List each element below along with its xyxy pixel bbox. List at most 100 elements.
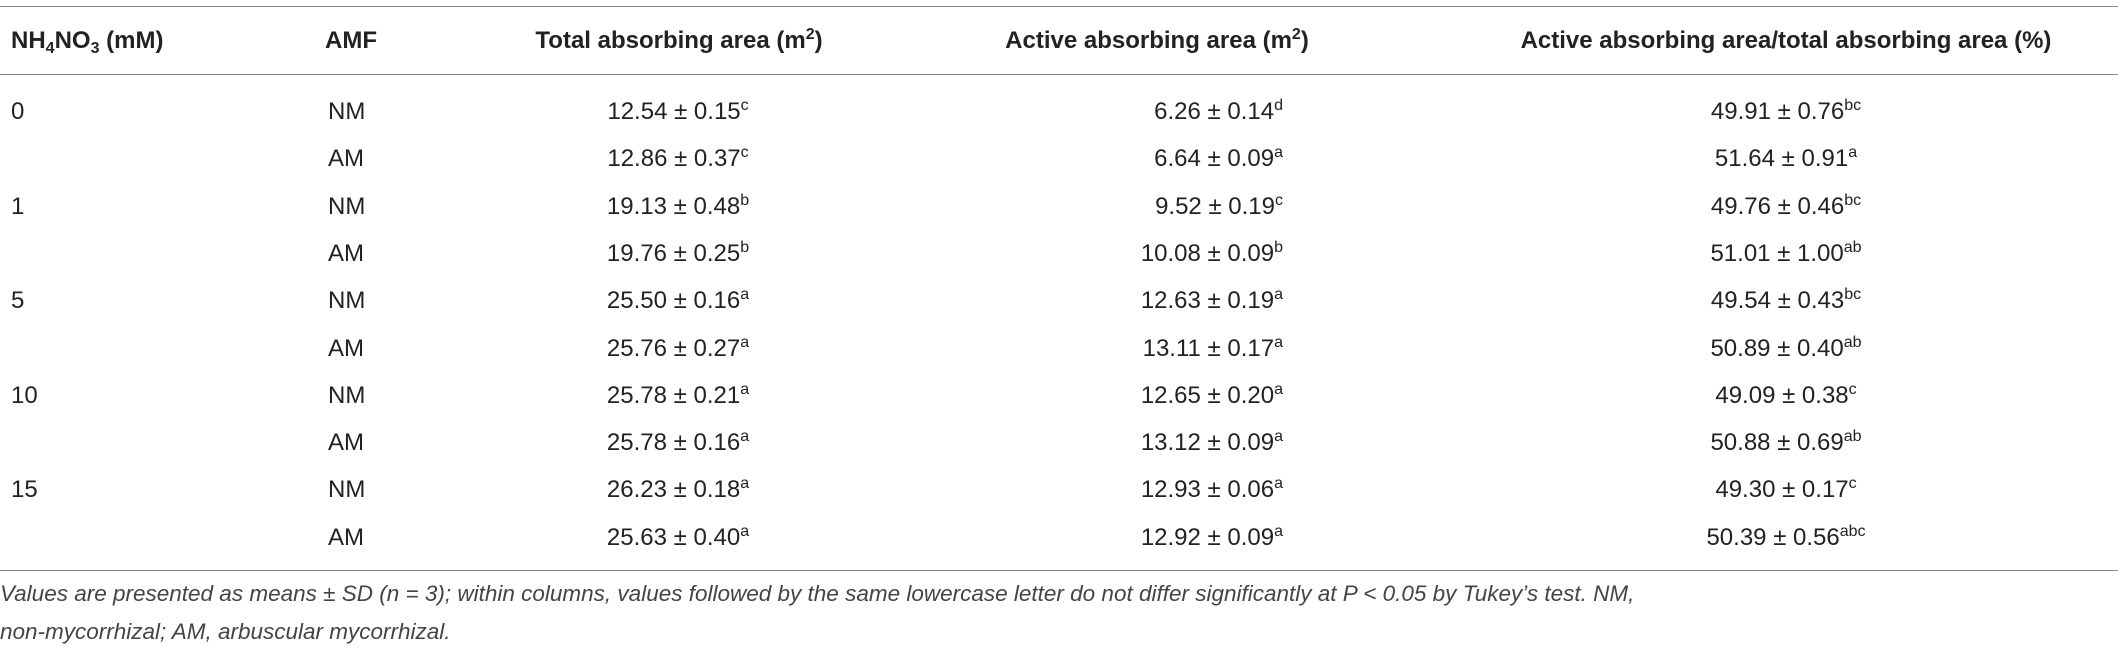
cell-letter: b [740, 191, 750, 209]
cell-letter: c [740, 97, 749, 114]
header-text: NO [54, 27, 91, 54]
cell-value: 12.93 ± 0.06 [1140, 476, 1275, 504]
cell-letter: ab [1843, 333, 1862, 351]
cell-value: 51.01 ± 1.00 [1710, 239, 1844, 267]
cell: 49.91 ± 0.76bc [1711, 97, 1861, 127]
column-header: Total absorbing area (m2) [535, 26, 822, 56]
cell: 10.08 ± 0.09b [1141, 239, 1283, 269]
cell-value: 51.64 ± 0.91 [1714, 145, 1849, 173]
column-header: NH4NO3 (mM) [11, 26, 164, 57]
cell: 12.63 ± 0.19a [1141, 286, 1283, 316]
cell: 12.86 ± 0.37c [607, 144, 748, 174]
amf: AM [328, 239, 364, 267]
bottom-rule [0, 570, 2118, 571]
cell-value: 6.64 ± 0.09 [1154, 145, 1275, 173]
cell-letter: a [1274, 522, 1283, 540]
cell: 25.63 ± 0.40a [607, 523, 749, 553]
cell: 19.76 ± 0.25b [607, 239, 749, 269]
cell-letter: c [740, 144, 749, 162]
cell: 50.89 ± 0.40ab [1710, 334, 1861, 364]
cell-value: 6.26 ± 0.14 [1154, 98, 1275, 125]
column-header: AMF [325, 26, 377, 56]
amf: NM [328, 381, 366, 409]
cell: 51.64 ± 0.91a [1715, 144, 1857, 174]
cell-value: 12.54 ± 0.15 [607, 98, 741, 125]
cell-letter: a [740, 286, 750, 304]
cell: 12.93 ± 0.06a [1141, 475, 1283, 505]
cell-value: 19.13 ± 0.48 [606, 192, 741, 220]
cell-letter: a [740, 380, 750, 398]
header-text: (mM) [99, 27, 164, 54]
footnote: non-mycorrhizal; AM, arbuscular mycorrhi… [0, 619, 451, 644]
cell: 49.54 ± 0.43bc [1711, 286, 1861, 316]
cell: 26.23 ± 0.18a [607, 475, 749, 505]
header-text: AMF [325, 27, 377, 54]
cell-value: 25.78 ± 0.21 [606, 381, 741, 409]
cell-value: 12.92 ± 0.09 [1140, 523, 1275, 551]
cell-letter: a [1274, 286, 1283, 304]
header-text: 3 [90, 40, 100, 57]
header-text: Total absorbing area (m [535, 27, 806, 54]
header-text: Active absorbing area (m [1005, 27, 1292, 54]
cell-letter: a [740, 333, 750, 351]
cell: 13.12 ± 0.09a [1141, 428, 1283, 458]
cell: 9.52 ± 0.19c [1155, 192, 1283, 222]
cell-letter: a [1274, 428, 1283, 446]
cell: 49.30 ± 0.17c [1715, 475, 1856, 505]
amf: AM [328, 145, 364, 173]
amf: NM [328, 98, 366, 125]
header-text: ) [1300, 27, 1309, 54]
header-text: Active absorbing area/total absorbing ar… [1520, 27, 2052, 54]
cell: 12.92 ± 0.09a [1141, 523, 1283, 553]
cell-letter: abc [1839, 522, 1866, 540]
cell-letter: bc [1844, 97, 1862, 114]
amf: AM [328, 429, 364, 457]
cell-value: 26.23 ± 0.18 [606, 476, 741, 504]
cell-value: 49.09 ± 0.38 [1715, 381, 1849, 409]
cell-value: 9.52 ± 0.19 [1155, 192, 1275, 220]
cell: 12.54 ± 0.15c [607, 97, 748, 127]
cell: 25.78 ± 0.21a [607, 381, 749, 411]
cell-value: 49.30 ± 0.17 [1715, 476, 1849, 504]
level: 10 [11, 381, 38, 409]
cell-letter: ab [1843, 428, 1862, 446]
cell: 6.64 ± 0.09a [1154, 144, 1283, 174]
cell: 6.26 ± 0.14d [1154, 97, 1283, 127]
header-text: NH [11, 27, 46, 54]
cell: 25.76 ± 0.27a [607, 334, 749, 364]
cell-letter: a [1848, 144, 1858, 162]
cell-letter: a [740, 522, 750, 540]
amf: AM [328, 523, 364, 551]
cell-letter: a [1274, 144, 1283, 162]
amf: AM [328, 334, 364, 362]
cell-letter: ab [1843, 238, 1862, 256]
column-header: Active absorbing area (m2) [1005, 26, 1309, 56]
cell-letter: a [740, 428, 750, 446]
cell-value: 12.86 ± 0.37 [607, 145, 741, 173]
top-rule [0, 6, 2118, 7]
header-text: ) [814, 27, 823, 54]
cell-letter: b [1274, 238, 1283, 256]
cell-letter: c [1275, 191, 1283, 209]
cell: 25.50 ± 0.16a [607, 286, 749, 316]
cell-value: 10.08 ± 0.09 [1140, 239, 1275, 267]
cell-value: 12.65 ± 0.20 [1140, 381, 1275, 409]
cell-letter: c [1848, 475, 1857, 493]
cell-letter: a [740, 475, 750, 493]
cell: 13.11 ± 0.17a [1143, 334, 1283, 364]
cell-value: 49.76 ± 0.46 [1710, 192, 1845, 220]
cell-letter: bc [1844, 191, 1862, 209]
cell: 50.88 ± 0.69ab [1710, 428, 1861, 458]
footnote: Values are presented as means ± SD (n = … [0, 581, 1635, 606]
amf: NM [328, 192, 366, 220]
cell: 49.09 ± 0.38c [1715, 381, 1856, 411]
cell-value: 13.12 ± 0.09 [1140, 429, 1275, 457]
level: 1 [11, 192, 25, 220]
header-text: 2 [805, 26, 815, 43]
cell-letter: a [1274, 333, 1283, 351]
cell-letter: b [740, 238, 750, 256]
cell-letter: a [1274, 380, 1283, 398]
cell-value: 25.63 ± 0.40 [606, 523, 741, 551]
cell-value: 25.50 ± 0.16 [606, 287, 741, 315]
